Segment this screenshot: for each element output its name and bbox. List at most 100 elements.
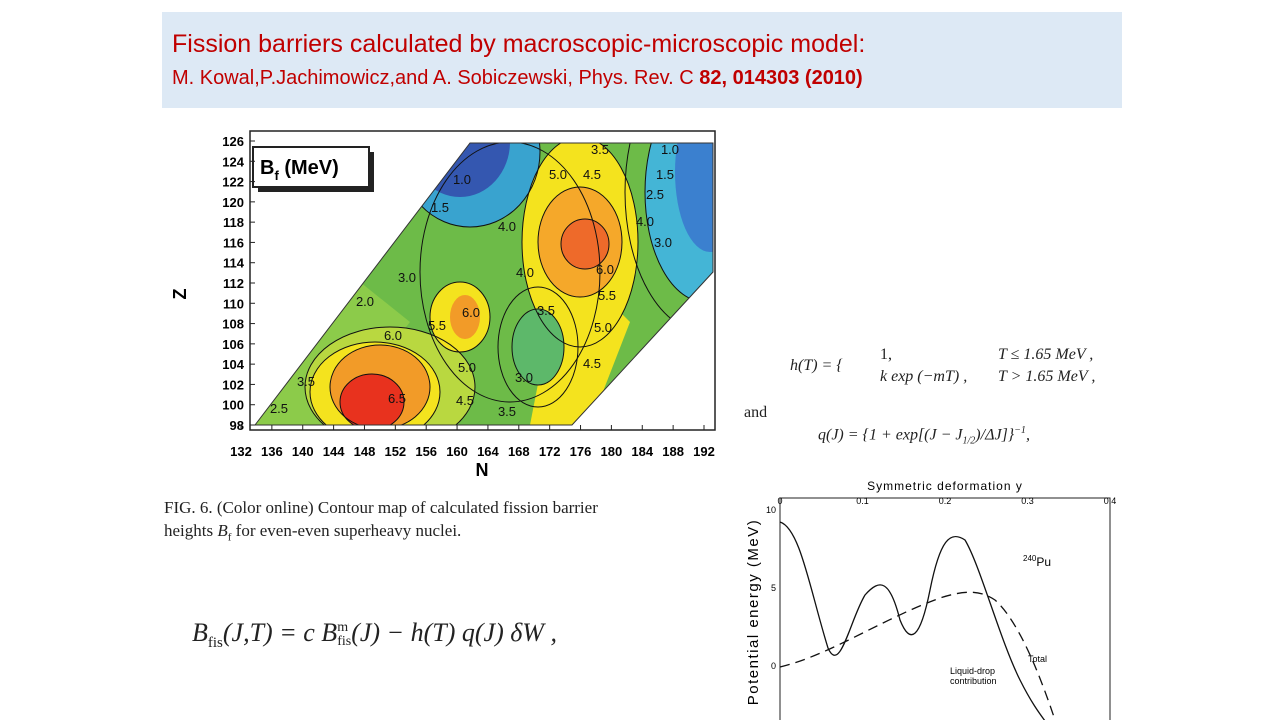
title: Fission barriers calculated by macroscop… (172, 30, 866, 58)
x-tick-label: 176 (570, 444, 592, 459)
eq-h: h(T) = { (790, 357, 843, 374)
contour-label: 3.5 (297, 374, 315, 389)
y-tick-label: 5 (771, 583, 776, 593)
legend-symbol: B (260, 157, 274, 179)
contour-label: 3.5 (591, 142, 609, 157)
contour-label: 2.5 (270, 401, 288, 416)
eq-case: 1, (880, 346, 892, 363)
y-tick-label: 116 (223, 235, 244, 250)
contour-label: 1.5 (656, 167, 674, 182)
ld-label: Liquid-drop (950, 666, 995, 676)
eq-cond: T ≤ 1.65 MeV , (998, 346, 1094, 363)
contour-label: 5.0 (549, 167, 567, 182)
x-tick-label: 0.1 (856, 496, 869, 506)
y-tick-label: 108 (222, 317, 244, 332)
eq-q-sub: 1/2 (962, 435, 976, 447)
eq-q-c: , (1025, 426, 1030, 444)
contour-label: 2.0 (356, 294, 374, 309)
caption-sub: f (227, 531, 232, 544)
f-lhs: B (192, 618, 208, 647)
total-curve (779, 521, 1046, 720)
eq-q-a: q(J) = {1 + exp[(J − J (818, 426, 963, 444)
y-tick-label: 124 (222, 154, 244, 169)
eq-case: k exp (−mT) , (880, 368, 968, 385)
eq-cond: T > 1.65 MeV , (998, 368, 1096, 385)
contour-label: 6.0 (384, 328, 402, 343)
contour-label: 3.0 (515, 370, 533, 385)
header: Fission barriers calculated by macroscop… (162, 12, 1122, 108)
y-tick-label: 110 (223, 296, 244, 311)
contour-label: 4.0 (498, 219, 516, 234)
caption-text: for even-even superheavy nuclei. (231, 521, 462, 540)
contour-label: 6.0 (462, 305, 480, 320)
y-tick-label: 102 (222, 377, 244, 392)
y-tick-label: 122 (222, 175, 244, 190)
caption-line: FIG. 6. (Color online) Contour map of ca… (164, 498, 598, 517)
legend-sub: f (274, 168, 279, 183)
energy-plot: Symmetric deformation y Potential energy… (745, 479, 1117, 720)
x-tick-label: 188 (662, 444, 684, 459)
citation-ref: 82, 014303 (2010) (699, 67, 863, 89)
x-tick-label: 164 (477, 444, 499, 459)
y-tick-label: 120 (222, 195, 244, 210)
contour-label: 1.5 (431, 200, 449, 215)
x-tick-label: 156 (415, 444, 437, 459)
x-tick-label: 0.2 (939, 496, 952, 506)
nucleus-symbol: Pu (1036, 555, 1051, 569)
x-tick-label: 192 (693, 444, 715, 459)
legend: Bf (MeV) (260, 157, 339, 183)
contour-label: 1.0 (453, 172, 471, 187)
x-tick-label: 140 (292, 444, 314, 459)
contour-label: 4.5 (583, 167, 601, 182)
x-axis-label: N (476, 460, 489, 480)
x-tick-label: 152 (384, 444, 406, 459)
contour-label: 6.0 (596, 262, 614, 277)
y-tick-label: 114 (223, 256, 245, 271)
contour-label: 5.5 (598, 288, 616, 303)
y-tick-label: 98 (230, 418, 244, 433)
contour-map: Bf (MeV) Z N 98 100 102 104 106 108 110 112 114 1… (170, 130, 716, 480)
y-axis-label: Z (170, 289, 190, 300)
x-tick-label: 180 (601, 444, 623, 459)
contour-label: 6.5 (388, 391, 406, 406)
ld-label: contribution (950, 676, 997, 686)
contour-label: 3.5 (498, 404, 516, 419)
caption-symbol: B (217, 521, 228, 540)
contour-label: 5.5 (428, 318, 446, 333)
y-tick-label: 126 (222, 134, 244, 149)
citation: M. Kowal,P.Jachimowicz,and A. Sobiczewsk… (172, 67, 700, 89)
total-label: Total (1028, 654, 1047, 664)
contour-label: 4.0 (636, 214, 654, 229)
legend-unit: (MeV) (279, 157, 339, 179)
x-tick-label: 0.3 (1021, 496, 1034, 506)
caption-line: heights Bf for even-even superheavy nucl… (164, 521, 461, 543)
y-title: Potential energy (MeV) (745, 519, 762, 705)
y-tick-label: 100 (222, 398, 244, 413)
contour-label: 4.5 (456, 393, 474, 408)
y-tick-label: 104 (222, 357, 244, 372)
f-sub2: fis (337, 634, 352, 650)
f-rest: (J) − h(T) q(J) δW , (351, 618, 557, 647)
contour-label: 5.0 (594, 320, 612, 335)
f-args: (J,T) = c B (222, 618, 338, 647)
f-sub: fis (207, 635, 223, 652)
eq-q: q(J) = {1 + exp[(J − J1/2)/ΔJ]}−1, (818, 425, 1030, 447)
contour-label: 2.5 (646, 187, 664, 202)
x-tick-label: 148 (354, 444, 376, 459)
x-tick-label: 184 (631, 444, 653, 459)
eq-and: and (744, 404, 768, 421)
y-tick-label: 10 (766, 505, 776, 515)
contour-label: 4.5 (583, 356, 601, 371)
x-tick-label: 144 (323, 444, 345, 459)
x-tick-label: 160 (446, 444, 468, 459)
nucleus-mass: 240 (1023, 554, 1037, 563)
y-tick-label: 106 (222, 337, 244, 352)
y-tick-label: 112 (223, 276, 244, 291)
contour-label: 1.0 (661, 142, 679, 157)
x-tick-label: 132 (230, 444, 252, 459)
contour-label: 3.0 (654, 235, 672, 250)
x-tick-label: 136 (261, 444, 283, 459)
x-tick-label: 0.4 (1104, 496, 1117, 506)
contour-label: 4.0 (516, 265, 534, 280)
